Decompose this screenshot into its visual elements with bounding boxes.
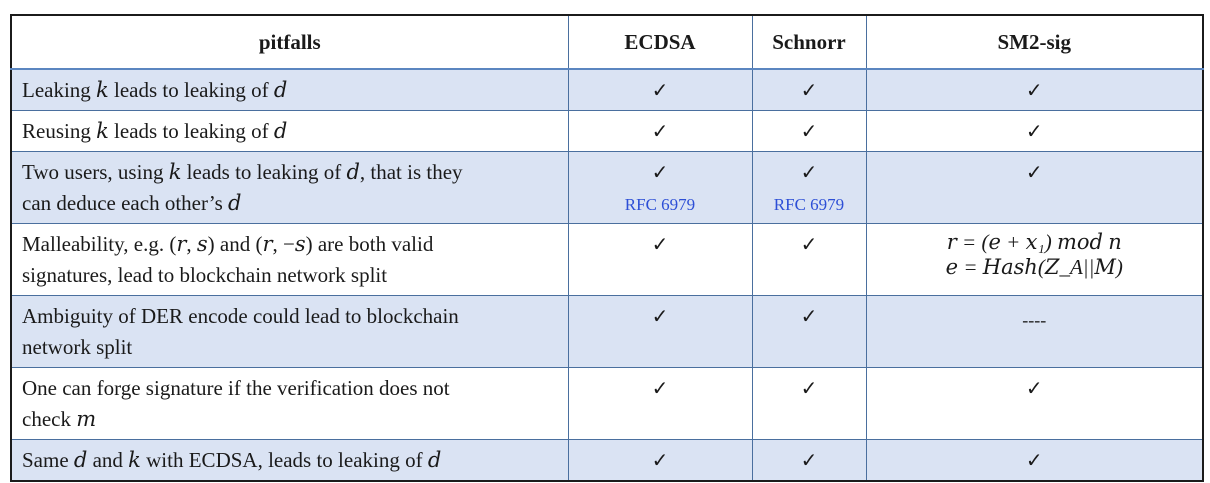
ecdsa-check: ✓	[567, 68, 753, 111]
rfc-note: RFC 6979	[624, 195, 696, 214]
ecdsa-check-cell: ✓ RFC 6979	[567, 151, 753, 224]
ecdsa-check: ✓	[567, 223, 753, 296]
pitfall-line: Two users, using 𝑘 leads to leaking of 𝑑…	[22, 160, 463, 184]
header-pitfalls: pitfalls	[10, 14, 569, 70]
ecdsa-check: ✓	[651, 162, 669, 184]
pitfall-cell: Malleability, e.g. (𝑟, 𝑠) and (𝑟, −𝑠) ar…	[10, 223, 569, 296]
sm2-check: ✓	[865, 439, 1204, 482]
sm2-check: ✓	[865, 110, 1204, 152]
pitfalls-table: pitfalls ECDSA Schnorr SM2-sig Leaking 𝑘…	[10, 14, 1204, 482]
schnorr-check: ✓	[800, 162, 818, 184]
ecdsa-check: ✓	[567, 439, 753, 482]
table-row: One can forge signature if the verificat…	[10, 367, 1204, 440]
pitfall-line: Malleability, e.g. (𝑟, 𝑠) and (𝑟, −𝑠) ar…	[22, 232, 434, 256]
table-row: Same 𝑑 and 𝑘 with ECDSA, leads to leakin…	[10, 439, 1204, 482]
schnorr-check: ✓	[751, 367, 867, 440]
pitfall-line: One can forge signature if the verificat…	[22, 376, 450, 400]
schnorr-check-cell: ✓ RFC 6979	[751, 151, 867, 224]
header-ecdsa: ECDSA	[567, 14, 753, 70]
sm2-formula-cell: 𝑟 = (𝑒 + 𝑥₁) 𝑚𝑜𝑑 𝑛 𝑒 = 𝐻𝑎𝑠ℎ(𝑍_A||𝑀)	[865, 223, 1204, 296]
pitfall-line: check 𝑚	[22, 407, 97, 431]
header-row: pitfalls ECDSA Schnorr SM2-sig	[10, 14, 1204, 70]
pitfall-cell: Same 𝑑 and 𝑘 with ECDSA, leads to leakin…	[10, 439, 569, 482]
table-row: Malleability, e.g. (𝑟, 𝑠) and (𝑟, −𝑠) ar…	[10, 223, 1204, 296]
rfc-note: RFC 6979	[773, 195, 845, 214]
sm2-check: ✓	[865, 367, 1204, 440]
pitfall-line: can deduce each other’s 𝑑	[22, 191, 242, 215]
pitfall-cell: One can forge signature if the verificat…	[10, 367, 569, 440]
schnorr-check: ✓	[751, 439, 867, 482]
sm2-formula-r: 𝑟 = (𝑒 + 𝑥₁) 𝑚𝑜𝑑 𝑛	[946, 230, 1122, 254]
header-schnorr: Schnorr	[751, 14, 867, 70]
pitfall-line: signatures, lead to blockchain network s…	[22, 263, 388, 287]
sm2-check: ✓	[865, 151, 1204, 224]
sm2-check: ✓	[865, 68, 1204, 111]
pitfall-line: network split	[22, 335, 133, 359]
ecdsa-check: ✓	[567, 295, 753, 368]
sm2-formula-e: 𝑒 = 𝐻𝑎𝑠ℎ(𝑍_A||𝑀)	[945, 255, 1123, 279]
schnorr-check: ✓	[751, 295, 867, 368]
pitfall-cell: Reusing 𝑘 leads to leaking of 𝑑	[10, 110, 569, 152]
schnorr-check: ✓	[751, 68, 867, 111]
ecdsa-check: ✓	[567, 367, 753, 440]
table-row: Reusing 𝑘 leads to leaking of 𝑑 ✓ ✓ ✓	[10, 110, 1204, 152]
table-row: Leaking 𝑘 leads to leaking of 𝑑 ✓ ✓ ✓	[10, 68, 1204, 111]
ecdsa-check: ✓	[567, 110, 753, 152]
pitfall-cell: Ambiguity of DER encode could lead to bl…	[10, 295, 569, 368]
pitfall-line: Ambiguity of DER encode could lead to bl…	[22, 304, 459, 328]
pitfall-cell: Leaking 𝑘 leads to leaking of 𝑑	[10, 68, 569, 111]
schnorr-check: ✓	[751, 110, 867, 152]
table-row: Two users, using 𝑘 leads to leaking of 𝑑…	[10, 151, 1204, 224]
table-row: Ambiguity of DER encode could lead to bl…	[10, 295, 1204, 368]
sm2-not-applicable: ----	[865, 295, 1204, 368]
schnorr-check: ✓	[751, 223, 867, 296]
header-sm2-sig: SM2-sig	[865, 14, 1204, 70]
pitfall-cell: Two users, using 𝑘 leads to leaking of 𝑑…	[10, 151, 569, 224]
